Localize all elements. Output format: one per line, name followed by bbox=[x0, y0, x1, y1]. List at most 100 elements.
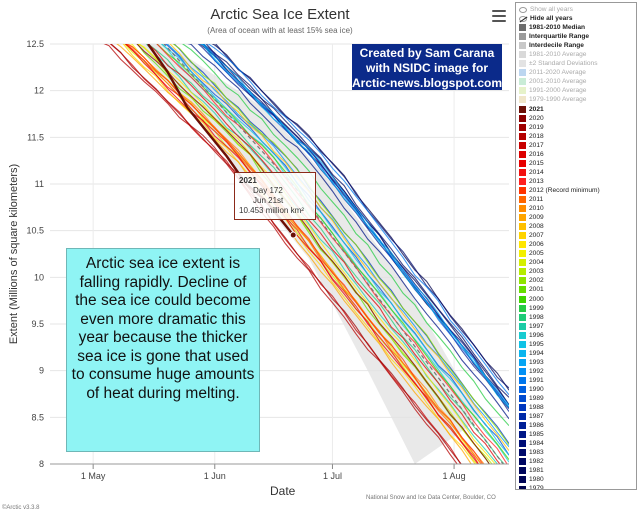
legend-item[interactable]: 2009 bbox=[519, 213, 633, 222]
legend-label: 1992 bbox=[529, 367, 544, 375]
series-line-1992 bbox=[164, 44, 509, 448]
legend-item[interactable]: 1994 bbox=[519, 349, 633, 358]
legend-item[interactable]: 2015 bbox=[519, 159, 633, 168]
legend-swatch bbox=[519, 295, 526, 303]
legend-swatch bbox=[519, 313, 526, 321]
legend: Show all years Hide all years 1981-2010 Me… bbox=[515, 2, 637, 490]
legend-item[interactable]: 2016 bbox=[519, 150, 633, 159]
legend-item[interactable]: 2020 bbox=[519, 114, 633, 123]
legend-item[interactable]: 1985 bbox=[519, 430, 633, 439]
legend-item[interactable]: 1988 bbox=[519, 403, 633, 412]
std-dev-band bbox=[136, 44, 482, 464]
legend-item[interactable]: 1980 bbox=[519, 475, 633, 484]
legend-item[interactable]: 1986 bbox=[519, 421, 633, 430]
legend-item[interactable]: 1991 bbox=[519, 376, 633, 385]
legend-label: 2013 bbox=[529, 177, 544, 185]
series-line-1995 bbox=[160, 44, 509, 456]
legend-item[interactable]: 2001 bbox=[519, 285, 633, 294]
legend-item[interactable]: 2014 bbox=[519, 168, 633, 177]
legend-swatch bbox=[519, 177, 526, 185]
version-label: ©Arctic v3.3.8 bbox=[2, 505, 40, 511]
legend-item[interactable]: 1989 bbox=[519, 394, 633, 403]
legend-item[interactable]: 1983 bbox=[519, 448, 633, 457]
legend-item[interactable]: 2001-2010 Average bbox=[519, 77, 633, 86]
legend-item[interactable]: 1987 bbox=[519, 412, 633, 421]
legend-item[interactable]: Interquartile Range bbox=[519, 32, 633, 41]
y-tick-label: 12 bbox=[34, 86, 44, 96]
legend-item[interactable]: ±2 Standard Deviations bbox=[519, 59, 633, 68]
legend-label: 2007 bbox=[529, 232, 544, 240]
legend-label: Hide all years bbox=[530, 15, 573, 23]
legend-item[interactable]: 1981-2010 Median bbox=[519, 23, 633, 32]
legend-item[interactable]: 2012 (Record minimum) bbox=[519, 186, 633, 195]
std-dev-band-area bbox=[136, 44, 482, 464]
legend-item[interactable]: 1981 bbox=[519, 466, 633, 475]
legend-swatch bbox=[519, 277, 526, 285]
legend-item[interactable]: 1984 bbox=[519, 439, 633, 448]
legend-item[interactable]: 1999 bbox=[519, 304, 633, 313]
legend-label: 2017 bbox=[529, 141, 544, 149]
chart-title: Arctic Sea Ice Extent bbox=[210, 6, 350, 23]
series-line-1982 bbox=[205, 44, 509, 398]
legend-swatch bbox=[519, 322, 526, 330]
legend-item[interactable]: 2018 bbox=[519, 132, 633, 141]
legend-item[interactable]: 2005 bbox=[519, 249, 633, 258]
series-line-1994 bbox=[199, 44, 509, 408]
legend-item[interactable]: Interdecile Range bbox=[519, 41, 633, 50]
legend-item[interactable]: 1998 bbox=[519, 313, 633, 322]
legend-item[interactable]: Show all years bbox=[519, 5, 633, 14]
legend-item[interactable]: 2004 bbox=[519, 258, 633, 267]
eye-icon bbox=[519, 6, 527, 13]
legend-swatch bbox=[519, 286, 526, 294]
series-line-2019 bbox=[110, 44, 462, 464]
legend-item[interactable]: 1995 bbox=[519, 340, 633, 349]
legend-item[interactable]: 2011-2020 Average bbox=[519, 68, 633, 77]
legend-swatch bbox=[519, 87, 526, 95]
legend-item[interactable]: 2000 bbox=[519, 295, 633, 304]
legend-item[interactable]: 2007 bbox=[519, 231, 633, 240]
legend-item[interactable]: 2019 bbox=[519, 123, 633, 132]
legend-item[interactable]: 2017 bbox=[519, 141, 633, 150]
legend-item[interactable]: 2002 bbox=[519, 276, 633, 285]
legend-item[interactable]: 1997 bbox=[519, 322, 633, 331]
legend-label: Interquartile Range bbox=[529, 33, 590, 41]
series-line-1996 bbox=[160, 44, 509, 463]
legend-swatch bbox=[519, 159, 526, 167]
legend-item[interactable]: Hide all years bbox=[519, 14, 633, 23]
legend-swatch bbox=[519, 395, 526, 403]
legend-item[interactable]: 2003 bbox=[519, 267, 633, 276]
legend-item[interactable]: 2013 bbox=[519, 177, 633, 186]
legend-item[interactable]: 1993 bbox=[519, 358, 633, 367]
legend-swatch bbox=[519, 422, 526, 430]
legend-item[interactable]: 1979-1990 Average bbox=[519, 95, 633, 104]
legend-label: 2016 bbox=[529, 150, 544, 158]
legend-item[interactable]: 2021 bbox=[519, 105, 633, 114]
legend-item[interactable]: 1979 bbox=[519, 484, 633, 489]
series-line-1999 bbox=[181, 44, 509, 427]
legend-label: 1980 bbox=[529, 476, 544, 484]
legend-label: 2014 bbox=[529, 168, 544, 176]
legend-swatch bbox=[519, 223, 526, 231]
legend-item[interactable]: 1990 bbox=[519, 385, 633, 394]
legend-swatch bbox=[519, 476, 526, 484]
legend-item[interactable]: 2008 bbox=[519, 222, 633, 231]
legend-item[interactable]: 1991-2000 Average bbox=[519, 86, 633, 95]
legend-swatch bbox=[519, 385, 526, 393]
legend-item[interactable]: 2011 bbox=[519, 195, 633, 204]
legend-swatch bbox=[519, 304, 526, 312]
legend-item[interactable]: 1992 bbox=[519, 367, 633, 376]
legend-swatch bbox=[519, 60, 526, 68]
legend-label: Show all years bbox=[530, 6, 573, 13]
legend-swatch bbox=[519, 141, 526, 149]
median-line bbox=[163, 44, 504, 464]
legend-item[interactable]: 1996 bbox=[519, 331, 633, 340]
legend-item[interactable]: 2006 bbox=[519, 240, 633, 249]
legend-swatch bbox=[519, 96, 526, 104]
legend-label: 1983 bbox=[529, 449, 544, 457]
y-tick-label: 11 bbox=[35, 179, 44, 189]
legend-label: 2000 bbox=[529, 295, 544, 303]
legend-item[interactable]: 2010 bbox=[519, 204, 633, 213]
legend-item[interactable]: 1981-2010 Average bbox=[519, 50, 633, 59]
hamburger-menu-icon[interactable] bbox=[492, 10, 506, 22]
legend-item[interactable]: 1982 bbox=[519, 457, 633, 466]
